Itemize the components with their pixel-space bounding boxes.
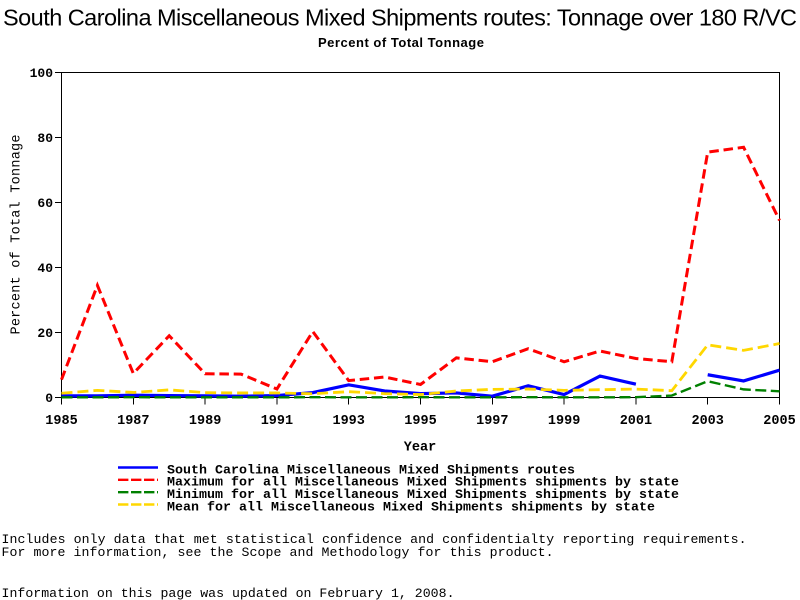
svg-text:Mean for all Miscellaneous Mix: Mean for all Miscellaneous Mixed Shipmen… [167, 499, 655, 514]
svg-text:100: 100 [30, 66, 54, 81]
svg-text:1985: 1985 [45, 414, 77, 429]
svg-text:1991: 1991 [261, 414, 293, 429]
svg-text:1995: 1995 [404, 414, 436, 429]
svg-text:1997: 1997 [476, 414, 508, 429]
svg-text:1987: 1987 [117, 414, 149, 429]
svg-text:South Carolina Miscellaneous M: South Carolina Miscellaneous Mixed Shipm… [167, 462, 575, 477]
svg-text:1989: 1989 [189, 414, 221, 429]
svg-text:20: 20 [37, 326, 53, 341]
svg-text:Percent of Total Tonnage: Percent of Total Tonnage [10, 135, 25, 335]
svg-text:Minimum for all Miscellaneous: Minimum for all Miscellaneous Mixed Ship… [167, 487, 679, 502]
svg-text:Percent of Total Tonnage: Percent of Total Tonnage [318, 35, 484, 50]
svg-text:1999: 1999 [548, 414, 580, 429]
svg-text:2001: 2001 [620, 414, 652, 429]
svg-text:Maximum for all Miscellaneous: Maximum for all Miscellaneous Mixed Ship… [167, 475, 679, 490]
svg-text:Information on this page was u: Information on this page was updated on … [2, 586, 455, 600]
svg-text:2003: 2003 [691, 414, 723, 429]
svg-text:60: 60 [37, 196, 53, 211]
svg-text:40: 40 [37, 261, 53, 276]
svg-text:80: 80 [37, 131, 53, 146]
svg-text:1993: 1993 [332, 414, 364, 429]
svg-text:0: 0 [45, 391, 53, 406]
svg-text:Year: Year [404, 441, 436, 456]
svg-text:South Carolina Miscellaneous M: South Carolina Miscellaneous Mixed Shipm… [3, 5, 797, 31]
svg-text:2005: 2005 [763, 414, 795, 429]
svg-text:Includes only data that met st: Includes only data that met statistical … [2, 532, 747, 547]
svg-text:For more information, see the: For more information, see the Scope and … [2, 545, 554, 560]
